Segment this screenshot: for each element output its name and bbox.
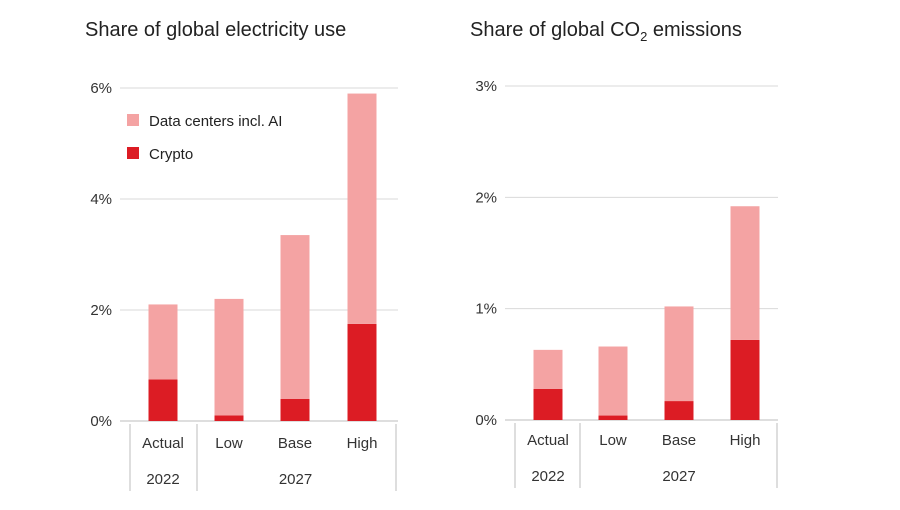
chart-title: Share of global CO2 emissions bbox=[470, 19, 742, 44]
y-tick-label: 2% bbox=[475, 189, 497, 206]
bar-data-centers-incl-ai-high bbox=[730, 206, 760, 340]
bar-data-centers-incl-ai-high bbox=[347, 93, 377, 324]
chart-electricity: Share of global electricity use 0% 2% 4% 6%… bbox=[85, 19, 398, 491]
x-tick-labels: Actual Low Base High bbox=[142, 435, 377, 452]
bar-data-centers-incl-ai-actual bbox=[533, 349, 563, 389]
x-tick-label: Low bbox=[215, 435, 243, 452]
y-tick-labels: 0% 1% 2% 3% bbox=[475, 78, 497, 429]
x-tick-label: Actual bbox=[142, 435, 184, 452]
category-group-labels: 2022 2027 bbox=[514, 423, 778, 488]
bar-data-centers-incl-ai-low bbox=[598, 346, 628, 416]
bar-crypto-actual bbox=[148, 379, 178, 421]
legend-label-crypto: Crypto bbox=[149, 146, 193, 163]
x-tick-labels: Actual Low Base High bbox=[527, 432, 760, 449]
x-tick-label: Actual bbox=[527, 432, 569, 449]
bar-data-centers-incl-ai-base bbox=[280, 235, 310, 399]
bar-crypto-low bbox=[598, 415, 628, 420]
bars bbox=[148, 93, 377, 421]
x-tick-label: High bbox=[347, 435, 378, 452]
y-tick-label: 0% bbox=[90, 413, 112, 430]
x-tick-label: Low bbox=[599, 432, 627, 449]
y-tick-label: 3% bbox=[475, 78, 497, 95]
category-group-label: 2022 bbox=[531, 468, 564, 485]
bar-crypto-actual bbox=[533, 388, 563, 420]
y-tick-label: 2% bbox=[90, 302, 112, 319]
category-group-labels: 2022 2027 bbox=[129, 424, 397, 491]
legend-swatch-crypto bbox=[127, 147, 139, 159]
bar-crypto-base bbox=[664, 401, 694, 420]
y-tick-labels: 0% 2% 4% 6% bbox=[90, 80, 112, 430]
bar-data-centers-incl-ai-low bbox=[214, 298, 244, 416]
y-tick-label: 4% bbox=[90, 191, 112, 208]
y-tick-label: 6% bbox=[90, 80, 112, 97]
x-tick-label: High bbox=[730, 432, 761, 449]
category-group-label: 2027 bbox=[662, 468, 695, 485]
x-tick-label: Base bbox=[662, 432, 696, 449]
bar-crypto-low bbox=[214, 415, 244, 421]
legend: Data centers incl. AI Crypto bbox=[127, 113, 282, 163]
category-group-label: 2022 bbox=[146, 471, 179, 488]
bar-crypto-base bbox=[280, 398, 310, 421]
bar-data-centers-incl-ai-actual bbox=[148, 304, 178, 380]
category-group-label: 2027 bbox=[279, 471, 312, 488]
legend-swatch-data-centers bbox=[127, 114, 139, 126]
bar-crypto-high bbox=[347, 323, 377, 421]
x-tick-label: Base bbox=[278, 435, 312, 452]
bar-data-centers-incl-ai-base bbox=[664, 306, 694, 402]
bar-crypto-high bbox=[730, 339, 760, 420]
chart-co2: Share of global CO2 emissions 0% 1% 2% 3% A… bbox=[470, 19, 778, 488]
y-tick-label: 0% bbox=[475, 412, 497, 429]
legend-label-data-centers: Data centers incl. AI bbox=[149, 113, 282, 130]
bars bbox=[533, 206, 760, 420]
chart-title: Share of global electricity use bbox=[85, 19, 346, 41]
y-tick-label: 1% bbox=[475, 301, 497, 318]
